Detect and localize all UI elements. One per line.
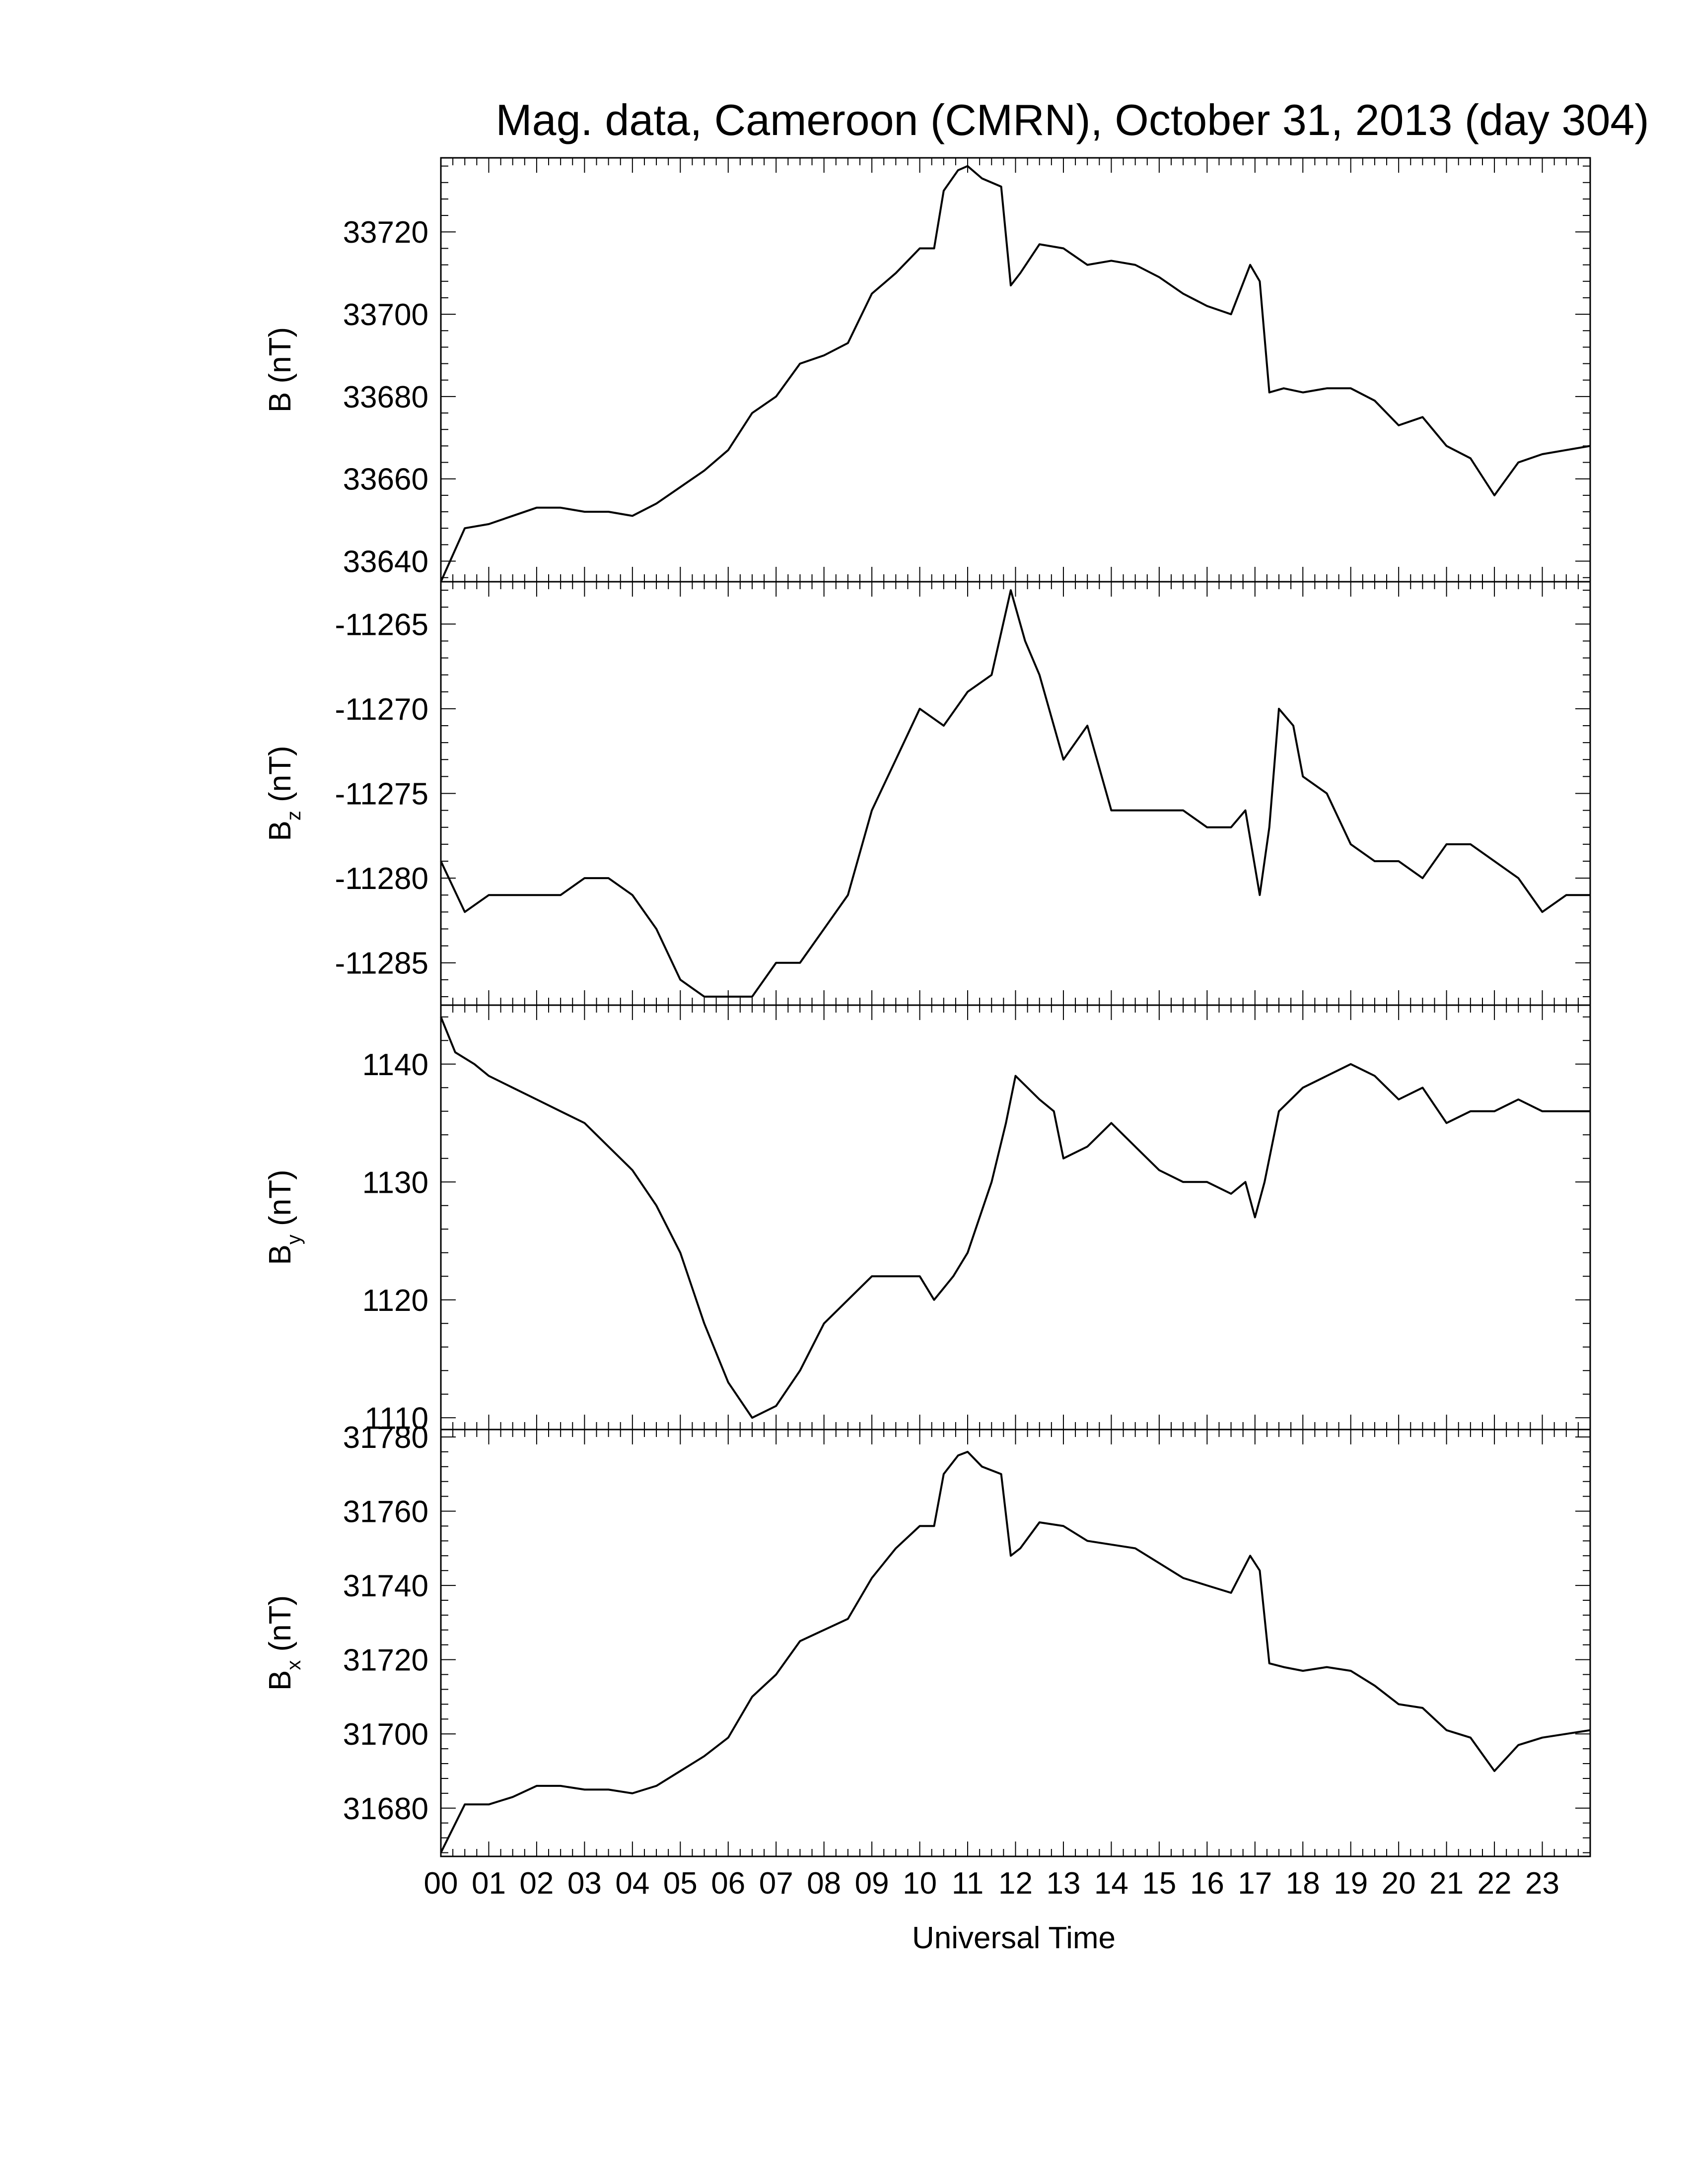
- y-tick-label: -11270: [335, 692, 428, 727]
- y-tick-label: 33720: [343, 215, 428, 250]
- plot-frame: [440, 1004, 1591, 1431]
- x-tick-labels: 00 01 02 03 04 05 06 07 08 09 10 11 12 13 14 15 16 17 18 19…: [424, 1866, 1560, 1901]
- panel-1: 33640 33660 33680 33700 33720 B (nT): [263, 157, 1591, 583]
- y-tick-label: -11275: [335, 777, 428, 812]
- x-tick-label: 08: [807, 1866, 841, 1901]
- series-line: [440, 1017, 1590, 1419]
- plot-frame: [440, 581, 1591, 1006]
- y-axis-title: By (nT): [263, 1169, 305, 1265]
- series-line: [440, 589, 1590, 998]
- y-tick-label: 31780: [343, 1421, 428, 1455]
- y-axis-title: B (nT): [263, 327, 297, 412]
- y-tick-label: -11265: [335, 608, 428, 642]
- y-tick-label: 33700: [343, 298, 428, 332]
- x-tick-label: 12: [998, 1866, 1033, 1901]
- x-tick-label: 11: [952, 1866, 984, 1901]
- plot-frame: [440, 157, 1591, 583]
- panel-2: -11265 -11270 -11275 -11280 -11285 Bz (nT): [263, 581, 1591, 1006]
- y-tick-label: 33640: [343, 545, 428, 579]
- x-tick-label: 15: [1142, 1866, 1176, 1901]
- x-tick-label: 04: [615, 1866, 649, 1901]
- x-tick-label: 16: [1190, 1866, 1224, 1901]
- x-tick-label: 09: [855, 1866, 889, 1901]
- x-tick-label: 22: [1477, 1866, 1512, 1901]
- y-tick-label: -11280: [335, 862, 428, 896]
- x-tick-label: 14: [1094, 1866, 1128, 1901]
- y-axis-title: Bx (nT): [263, 1595, 305, 1691]
- x-tick-label: 18: [1286, 1866, 1320, 1901]
- y-tick-label: 31740: [343, 1569, 428, 1603]
- y-tick-label: -11285: [335, 947, 428, 981]
- panel-3: 1110 1120 1130 1140 By (nT): [263, 1004, 1591, 1435]
- x-tick-label: 20: [1382, 1866, 1416, 1901]
- x-tick-label: 13: [1046, 1866, 1080, 1901]
- x-tick-label: 19: [1334, 1866, 1368, 1901]
- y-tick-label: 1130: [362, 1165, 428, 1200]
- x-tick-label: 05: [663, 1866, 698, 1901]
- x-tick-label: 23: [1525, 1866, 1559, 1901]
- y-tick-label: 31680: [343, 1792, 428, 1826]
- chart-title: Mag. data, Cameroon (CMRN), October 31, …: [495, 95, 1649, 144]
- y-tick-label: 1140: [362, 1048, 428, 1082]
- y-tick-label: 33680: [343, 380, 428, 414]
- series-line: [440, 165, 1591, 582]
- y-tick-label: 1120: [362, 1284, 428, 1318]
- plot-frame: [440, 1429, 1591, 1857]
- y-tick-label: 33660: [343, 463, 428, 497]
- x-tick-label: 03: [567, 1866, 602, 1901]
- x-tick-label: 01: [472, 1866, 506, 1901]
- y-tick-label: 31760: [343, 1495, 428, 1529]
- x-tick-label: 10: [903, 1866, 937, 1901]
- x-axis-title: Universal Time: [912, 1921, 1116, 1955]
- y-axis-title: Bz (nT): [263, 746, 305, 841]
- x-tick-label: 07: [759, 1866, 793, 1901]
- x-tick-label: 17: [1238, 1866, 1272, 1901]
- panel-4: 31680 31700 31720 31740 31760 31780 Bx (nT): [263, 1421, 1591, 1857]
- y-tick-label: 31700: [343, 1717, 428, 1752]
- series-line: [440, 1450, 1591, 1853]
- x-tick-label: 06: [711, 1866, 745, 1901]
- y-tick-label: 31720: [343, 1643, 428, 1678]
- x-tick-label: 00: [424, 1866, 458, 1901]
- x-tick-label: 02: [519, 1866, 554, 1901]
- y-tick-label: 1110: [364, 1401, 428, 1435]
- x-tick-label: 21: [1429, 1866, 1464, 1901]
